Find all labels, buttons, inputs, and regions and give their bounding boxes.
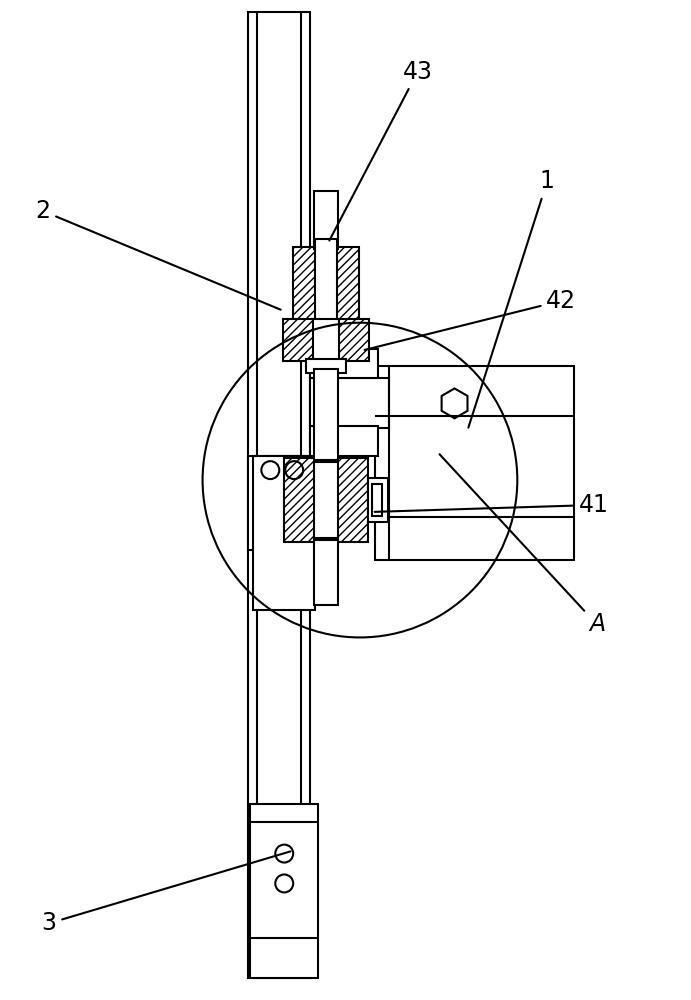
Bar xyxy=(315,529,337,555)
Text: A: A xyxy=(439,454,605,636)
Bar xyxy=(293,247,359,321)
Bar xyxy=(306,359,346,373)
Bar xyxy=(310,426,378,456)
Text: 41: 41 xyxy=(375,493,609,517)
Text: 43: 43 xyxy=(330,60,433,241)
Bar xyxy=(368,478,388,522)
Bar xyxy=(248,456,320,550)
Text: 1: 1 xyxy=(468,169,555,428)
Bar xyxy=(250,804,318,978)
Bar xyxy=(315,239,337,329)
Bar xyxy=(283,319,369,361)
Bar xyxy=(314,540,338,605)
Bar xyxy=(310,378,389,428)
Bar xyxy=(248,12,310,978)
Text: 3: 3 xyxy=(41,851,290,935)
Bar xyxy=(313,319,339,361)
Bar xyxy=(372,484,382,516)
Text: 2: 2 xyxy=(36,199,281,310)
Bar xyxy=(254,456,315,610)
Bar xyxy=(314,462,338,538)
Bar xyxy=(284,458,368,542)
Bar xyxy=(375,366,574,560)
Bar xyxy=(310,349,378,378)
Bar xyxy=(314,191,338,249)
Text: 42: 42 xyxy=(365,289,576,350)
Bar xyxy=(314,369,338,460)
